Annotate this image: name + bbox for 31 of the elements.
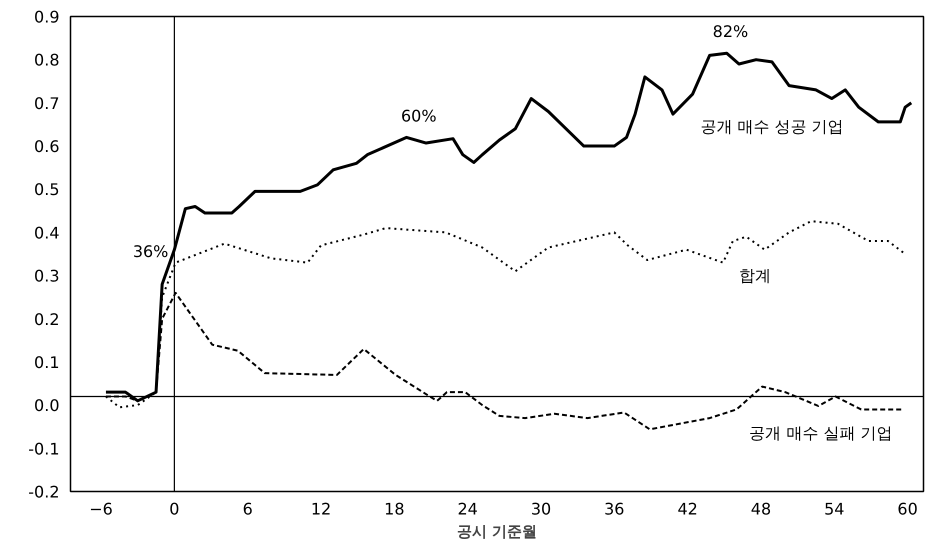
y-tick-label: 0.0 xyxy=(34,396,60,416)
x-tick-label: 54 xyxy=(824,500,844,518)
x-tick-label: 12 xyxy=(310,500,332,518)
x-tick-label: 42 xyxy=(677,500,698,518)
x-tick-label: 0 xyxy=(169,500,180,518)
series-label: 공개 매수 실패 기업 xyxy=(749,424,892,443)
y-tick-label: 0.1 xyxy=(34,352,60,372)
x-tick-label: 60 xyxy=(897,500,918,518)
y-tick-label: -0.2 xyxy=(28,482,60,502)
y-tick-label: 0.3 xyxy=(34,266,60,286)
series-label: 합계 xyxy=(738,266,771,286)
x-tick-label: −6 xyxy=(89,500,113,518)
y-tick-label: 0.9 xyxy=(34,8,60,26)
y-tick-label: 0.5 xyxy=(34,180,60,200)
x-tick-label: 6 xyxy=(242,500,253,518)
y-tick-label: 0.8 xyxy=(34,50,60,70)
x-tick-label: 24 xyxy=(457,500,478,518)
y-tick-label: 0.4 xyxy=(34,223,60,242)
x-tick-label: 36 xyxy=(604,500,624,518)
annotation: 82% xyxy=(712,22,748,42)
annotation: 60% xyxy=(401,106,437,126)
y-tick-label: 0.2 xyxy=(34,310,60,329)
y-tick-label: -0.1 xyxy=(28,439,60,458)
x-axis-title: 공시 기준월 xyxy=(456,522,538,540)
annotation: 36% xyxy=(132,242,168,262)
x-tick-label: 18 xyxy=(384,500,405,518)
y-tick-label: 0.6 xyxy=(34,137,60,156)
x-tick-label: 48 xyxy=(750,500,772,518)
y-tick-label: 0.7 xyxy=(34,94,60,113)
x-tick-label: 30 xyxy=(530,500,552,518)
series-label: 공개 매수 성공 기업 xyxy=(700,117,844,136)
